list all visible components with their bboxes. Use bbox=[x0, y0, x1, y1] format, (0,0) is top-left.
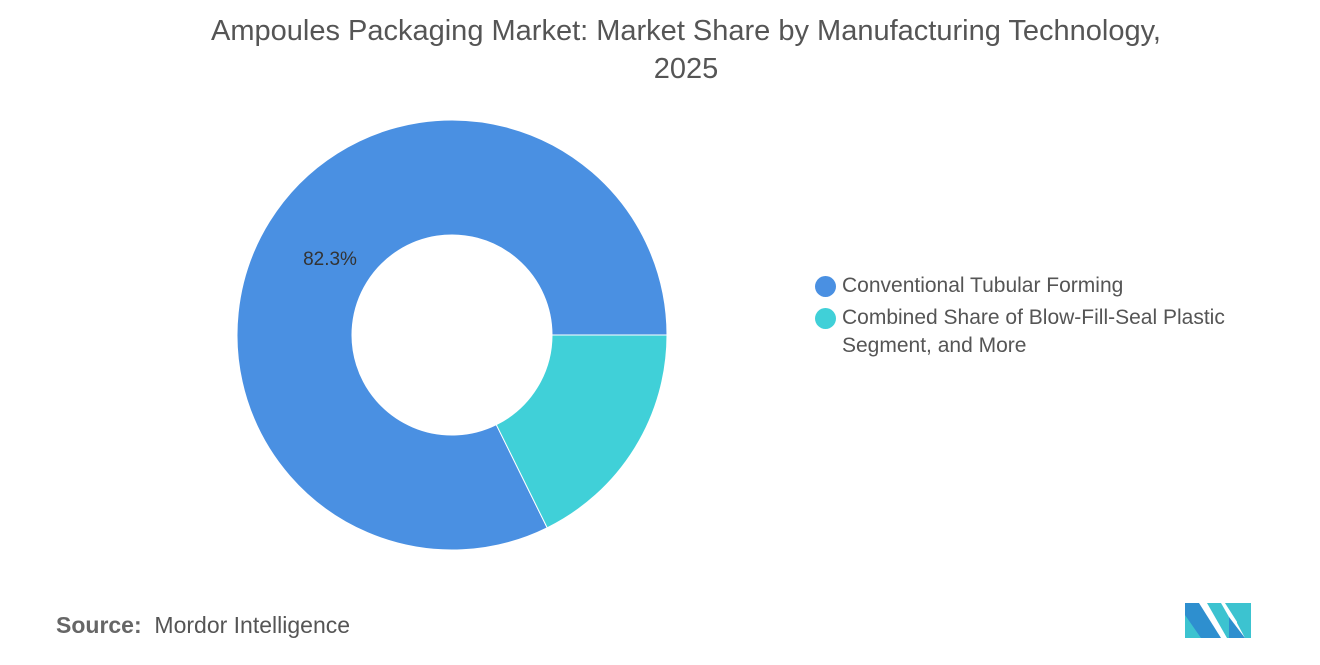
legend-marker bbox=[815, 276, 836, 297]
donut-slice-0[interactable] bbox=[236, 119, 668, 551]
mordor-logo bbox=[1185, 603, 1251, 638]
data-label: 82.3% bbox=[303, 249, 357, 270]
donut-slice-1[interactable] bbox=[495, 334, 668, 529]
legend: Conventional Tubular Forming Combined Sh… bbox=[815, 272, 1225, 364]
legend-marker bbox=[815, 308, 836, 329]
legend-item-combined[interactable]: Combined Share of Blow-Fill-Seal Plastic… bbox=[815, 304, 1225, 360]
legend-item-conventional[interactable]: Conventional Tubular Forming bbox=[815, 272, 1225, 300]
chart-title: Ampoules Packaging Market: Market Share … bbox=[211, 15, 1161, 85]
source: Source: Mordor Intelligence bbox=[56, 612, 351, 638]
